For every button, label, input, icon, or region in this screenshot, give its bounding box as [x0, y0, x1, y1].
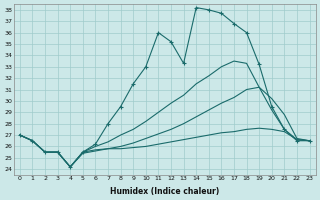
X-axis label: Humidex (Indice chaleur): Humidex (Indice chaleur) — [110, 187, 219, 196]
